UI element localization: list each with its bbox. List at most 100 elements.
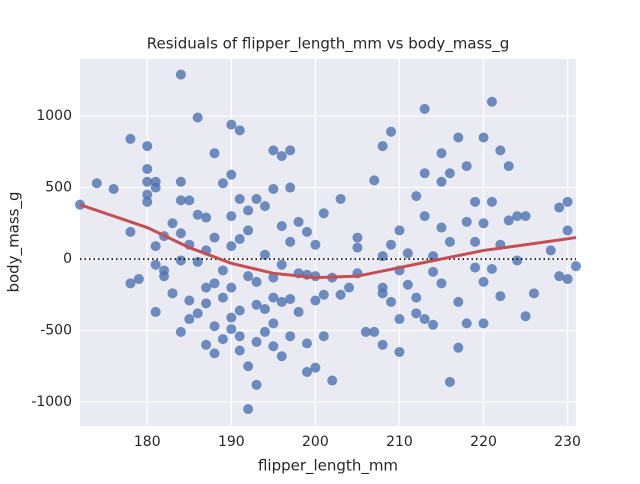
- point: [243, 404, 254, 415]
- point: [268, 183, 279, 194]
- point: [201, 339, 212, 350]
- point: [344, 282, 355, 293]
- x-tick-label: 220: [470, 434, 497, 450]
- point: [453, 296, 464, 307]
- point: [142, 189, 153, 200]
- point: [486, 196, 497, 207]
- point: [444, 236, 455, 247]
- point: [310, 362, 321, 373]
- point: [369, 175, 380, 186]
- point: [226, 312, 237, 323]
- point: [251, 276, 262, 287]
- point: [276, 259, 287, 270]
- point: [545, 245, 556, 256]
- y-tick-label: -1000: [31, 394, 72, 410]
- point: [285, 331, 296, 342]
- point: [142, 163, 153, 174]
- point: [503, 161, 514, 172]
- point: [125, 133, 136, 144]
- point: [259, 326, 270, 337]
- plot-area: [80, 59, 576, 426]
- point: [386, 126, 397, 137]
- point: [142, 176, 153, 187]
- point: [486, 96, 497, 107]
- point: [276, 351, 287, 362]
- point: [461, 318, 472, 329]
- point: [268, 318, 279, 329]
- point: [335, 193, 346, 204]
- y-tick-label: 500: [45, 180, 72, 196]
- point: [91, 178, 102, 189]
- point: [428, 266, 439, 277]
- point: [402, 248, 413, 259]
- point: [470, 236, 481, 247]
- point: [234, 193, 245, 204]
- point: [209, 148, 220, 159]
- point: [175, 176, 186, 187]
- point: [495, 291, 506, 302]
- point: [201, 298, 212, 309]
- point: [352, 242, 363, 253]
- point: [394, 225, 405, 236]
- point: [453, 132, 464, 143]
- point: [495, 145, 506, 156]
- point: [293, 216, 304, 227]
- point: [301, 226, 312, 237]
- y-axis-label: body_mass_g: [5, 191, 24, 292]
- point: [276, 296, 287, 307]
- point: [251, 193, 262, 204]
- point: [318, 289, 329, 300]
- point: [478, 132, 489, 143]
- point: [175, 69, 186, 80]
- point: [209, 232, 220, 243]
- x-tick-label: 190: [218, 434, 245, 450]
- point: [411, 308, 422, 319]
- point: [293, 306, 304, 317]
- point: [461, 216, 472, 227]
- point: [352, 232, 363, 243]
- point: [167, 218, 178, 229]
- point: [377, 339, 388, 350]
- point: [150, 241, 161, 252]
- point: [159, 271, 170, 282]
- point: [503, 215, 514, 226]
- point: [394, 314, 405, 325]
- point: [226, 324, 237, 335]
- point: [419, 168, 430, 179]
- point: [453, 342, 464, 353]
- point: [175, 195, 186, 206]
- point: [327, 375, 338, 386]
- point: [562, 274, 573, 285]
- point: [436, 176, 447, 187]
- point: [512, 211, 523, 222]
- point: [386, 296, 397, 307]
- point: [226, 169, 237, 180]
- point: [436, 148, 447, 159]
- point: [226, 241, 237, 252]
- x-tick-label: 210: [386, 434, 413, 450]
- point: [369, 326, 380, 337]
- point: [251, 379, 262, 390]
- point: [192, 256, 203, 267]
- point: [226, 119, 237, 130]
- point: [259, 304, 270, 315]
- point: [217, 178, 228, 189]
- x-tick-label: 180: [134, 434, 161, 450]
- point: [285, 236, 296, 247]
- point: [209, 348, 220, 359]
- point: [520, 311, 531, 322]
- point: [554, 271, 565, 282]
- point: [150, 176, 161, 187]
- point: [217, 292, 228, 303]
- point: [184, 314, 195, 325]
- point: [243, 271, 254, 282]
- x-axis-label: flipper_length_mm: [258, 457, 398, 476]
- point: [133, 274, 144, 285]
- point: [360, 326, 371, 337]
- point: [486, 264, 497, 275]
- point: [192, 209, 203, 220]
- point: [209, 278, 220, 289]
- point: [386, 239, 397, 250]
- point: [528, 288, 539, 299]
